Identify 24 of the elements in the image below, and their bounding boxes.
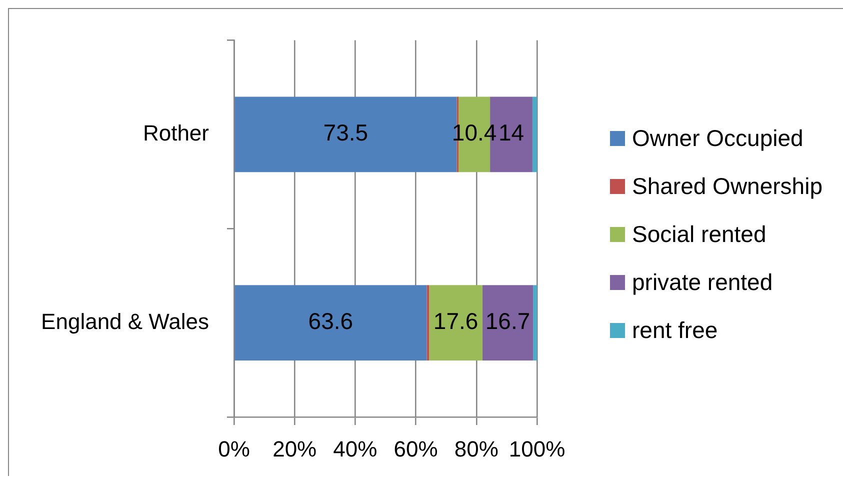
x-tick-label: 0% xyxy=(218,436,250,462)
bar xyxy=(429,285,482,360)
data-label: 16.7 xyxy=(485,308,530,334)
x-tick-label: 100% xyxy=(508,436,566,462)
data-label: 63.6 xyxy=(308,308,354,334)
bar xyxy=(426,285,430,360)
y-tick-label: Rother xyxy=(142,120,209,146)
bar xyxy=(482,285,534,360)
x-tick-label: 60% xyxy=(394,436,438,462)
data-label: 17.6 xyxy=(433,308,478,334)
legend-label: Shared Ownership xyxy=(632,172,822,200)
legend-label: rent free xyxy=(632,316,718,344)
legend-label: Owner Occupied xyxy=(632,124,804,152)
legend-label: private rented xyxy=(632,268,773,296)
x-tick-label: 20% xyxy=(272,436,317,462)
y-tick-label: England & Wales xyxy=(41,308,209,334)
bar xyxy=(533,285,537,360)
bar xyxy=(234,285,427,360)
x-tick-label: 80% xyxy=(454,436,498,462)
bar xyxy=(532,96,537,172)
data-label: 73.5 xyxy=(323,120,368,146)
data-label: 14 xyxy=(498,120,524,146)
x-tick-label: 40% xyxy=(333,436,378,462)
legend-label: Social rented xyxy=(632,220,766,248)
